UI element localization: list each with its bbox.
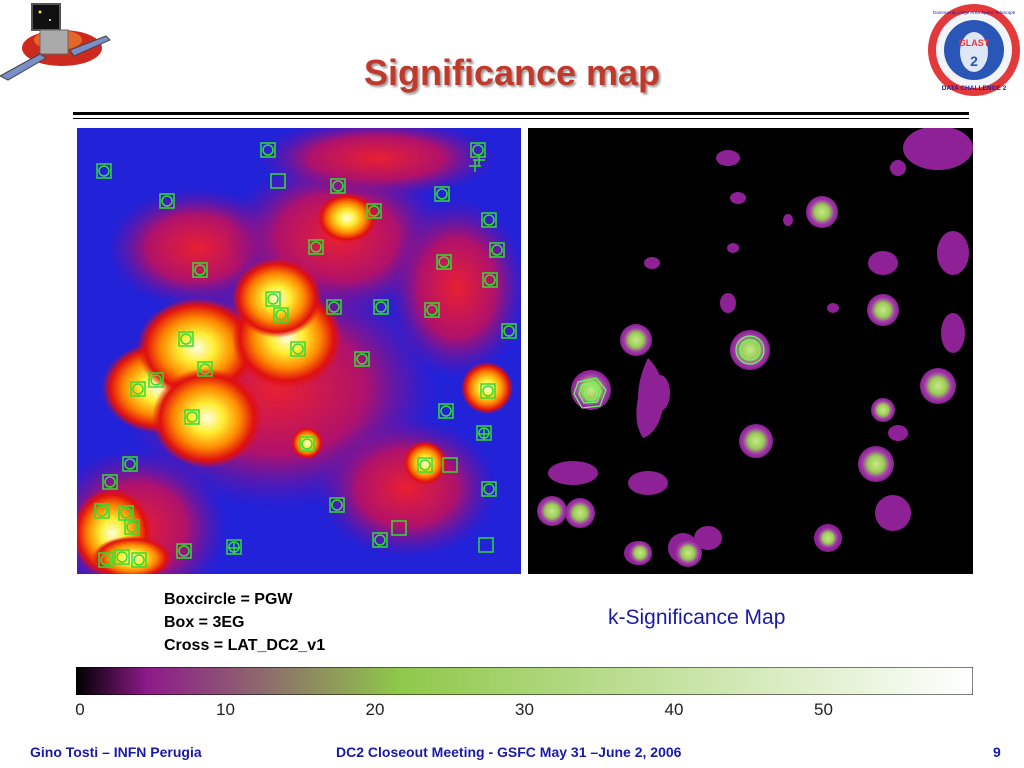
source-marker [489, 242, 505, 258]
footer-author: Gino Tosti – INFN Perugia [30, 744, 202, 760]
legend-cross: Cross = LAT_DC2_v1 [164, 637, 326, 654]
source-marker [299, 436, 315, 452]
source-marker [270, 173, 286, 189]
source-marker [438, 403, 454, 419]
glast-dc2-seal-icon: GLAST 2 DATA CHALLENGE 2 Gamma-ray Large… [928, 4, 1020, 96]
colorbar-tick-label: 30 [515, 700, 534, 719]
source-marker [373, 299, 389, 315]
title-rule [73, 112, 969, 115]
source-marker [178, 331, 194, 347]
source-marker [124, 519, 140, 535]
significance-map-image [77, 128, 521, 574]
footer-meeting: DC2 Closeout Meeting - GSFC May 31 –June… [336, 744, 682, 760]
source-marker [481, 481, 497, 497]
source-marker [114, 549, 130, 565]
source-marker [326, 299, 342, 315]
source-marker [436, 254, 452, 270]
title-rule-thin [73, 118, 969, 119]
source-marker [480, 383, 496, 399]
source-marker [372, 532, 388, 548]
source-marker [481, 212, 497, 228]
colorbar-tick-label: 10 [216, 700, 235, 719]
source-marker [290, 341, 306, 357]
colorbar [76, 667, 973, 695]
source-marker [273, 307, 289, 323]
source-marker [329, 497, 345, 513]
source-marker [424, 302, 440, 318]
legend-boxcircle: Boxcircle = PGW [164, 591, 293, 608]
colorbar-tick-label: 50 [814, 700, 833, 719]
svg-text:DATA CHALLENGE 2: DATA CHALLENGE 2 [942, 85, 1007, 92]
source-marker [478, 537, 494, 553]
page-title: Significance map [363, 52, 661, 93]
satellite-logo-icon [0, 3, 111, 81]
marker-legend: Boxcircle = PGW Box = 3EG Cross = LAT_DC… [164, 588, 325, 657]
svg-text:GLAST: GLAST [959, 38, 990, 48]
source-marker [130, 381, 146, 397]
source-marker [197, 361, 213, 377]
source-marker [131, 552, 147, 568]
source-marker [260, 142, 276, 158]
source-marker [176, 543, 192, 559]
source-marker [159, 193, 175, 209]
source-marker [501, 323, 517, 339]
source-marker [366, 203, 382, 219]
svg-text:2: 2 [970, 53, 978, 69]
k-significance-map-label: k-Significance Map [608, 606, 786, 629]
k-significance-map-image [528, 128, 973, 574]
source-marker [354, 351, 370, 367]
source-marker [330, 178, 346, 194]
source-marker [308, 239, 324, 255]
source-marker [482, 272, 498, 288]
source-marker [122, 456, 138, 472]
colorbar-ticks: 0 10 20 30 40 50 [75, 700, 973, 724]
colorbar-tick-label: 40 [664, 700, 684, 719]
source-marker [94, 503, 110, 519]
source-marker [184, 409, 200, 425]
colorbar-tick-label: 0 [75, 700, 85, 719]
source-marker [442, 457, 458, 473]
legend-box: Box = 3EG [164, 614, 245, 631]
source-marker [470, 142, 486, 158]
source-marker [102, 474, 118, 490]
source-marker [391, 520, 407, 536]
source-marker [417, 457, 433, 473]
colorbar-tick-label: 20 [365, 700, 385, 719]
source-marker [98, 552, 114, 568]
source-marker [148, 372, 164, 388]
source-marker [434, 186, 450, 202]
source-marker [265, 291, 281, 307]
source-marker [96, 163, 112, 179]
source-marker [192, 262, 208, 278]
svg-text:Gamma-ray Large Area Space Tel: Gamma-ray Large Area Space Telescope [933, 10, 1016, 15]
page-number: 9 [993, 744, 1001, 760]
